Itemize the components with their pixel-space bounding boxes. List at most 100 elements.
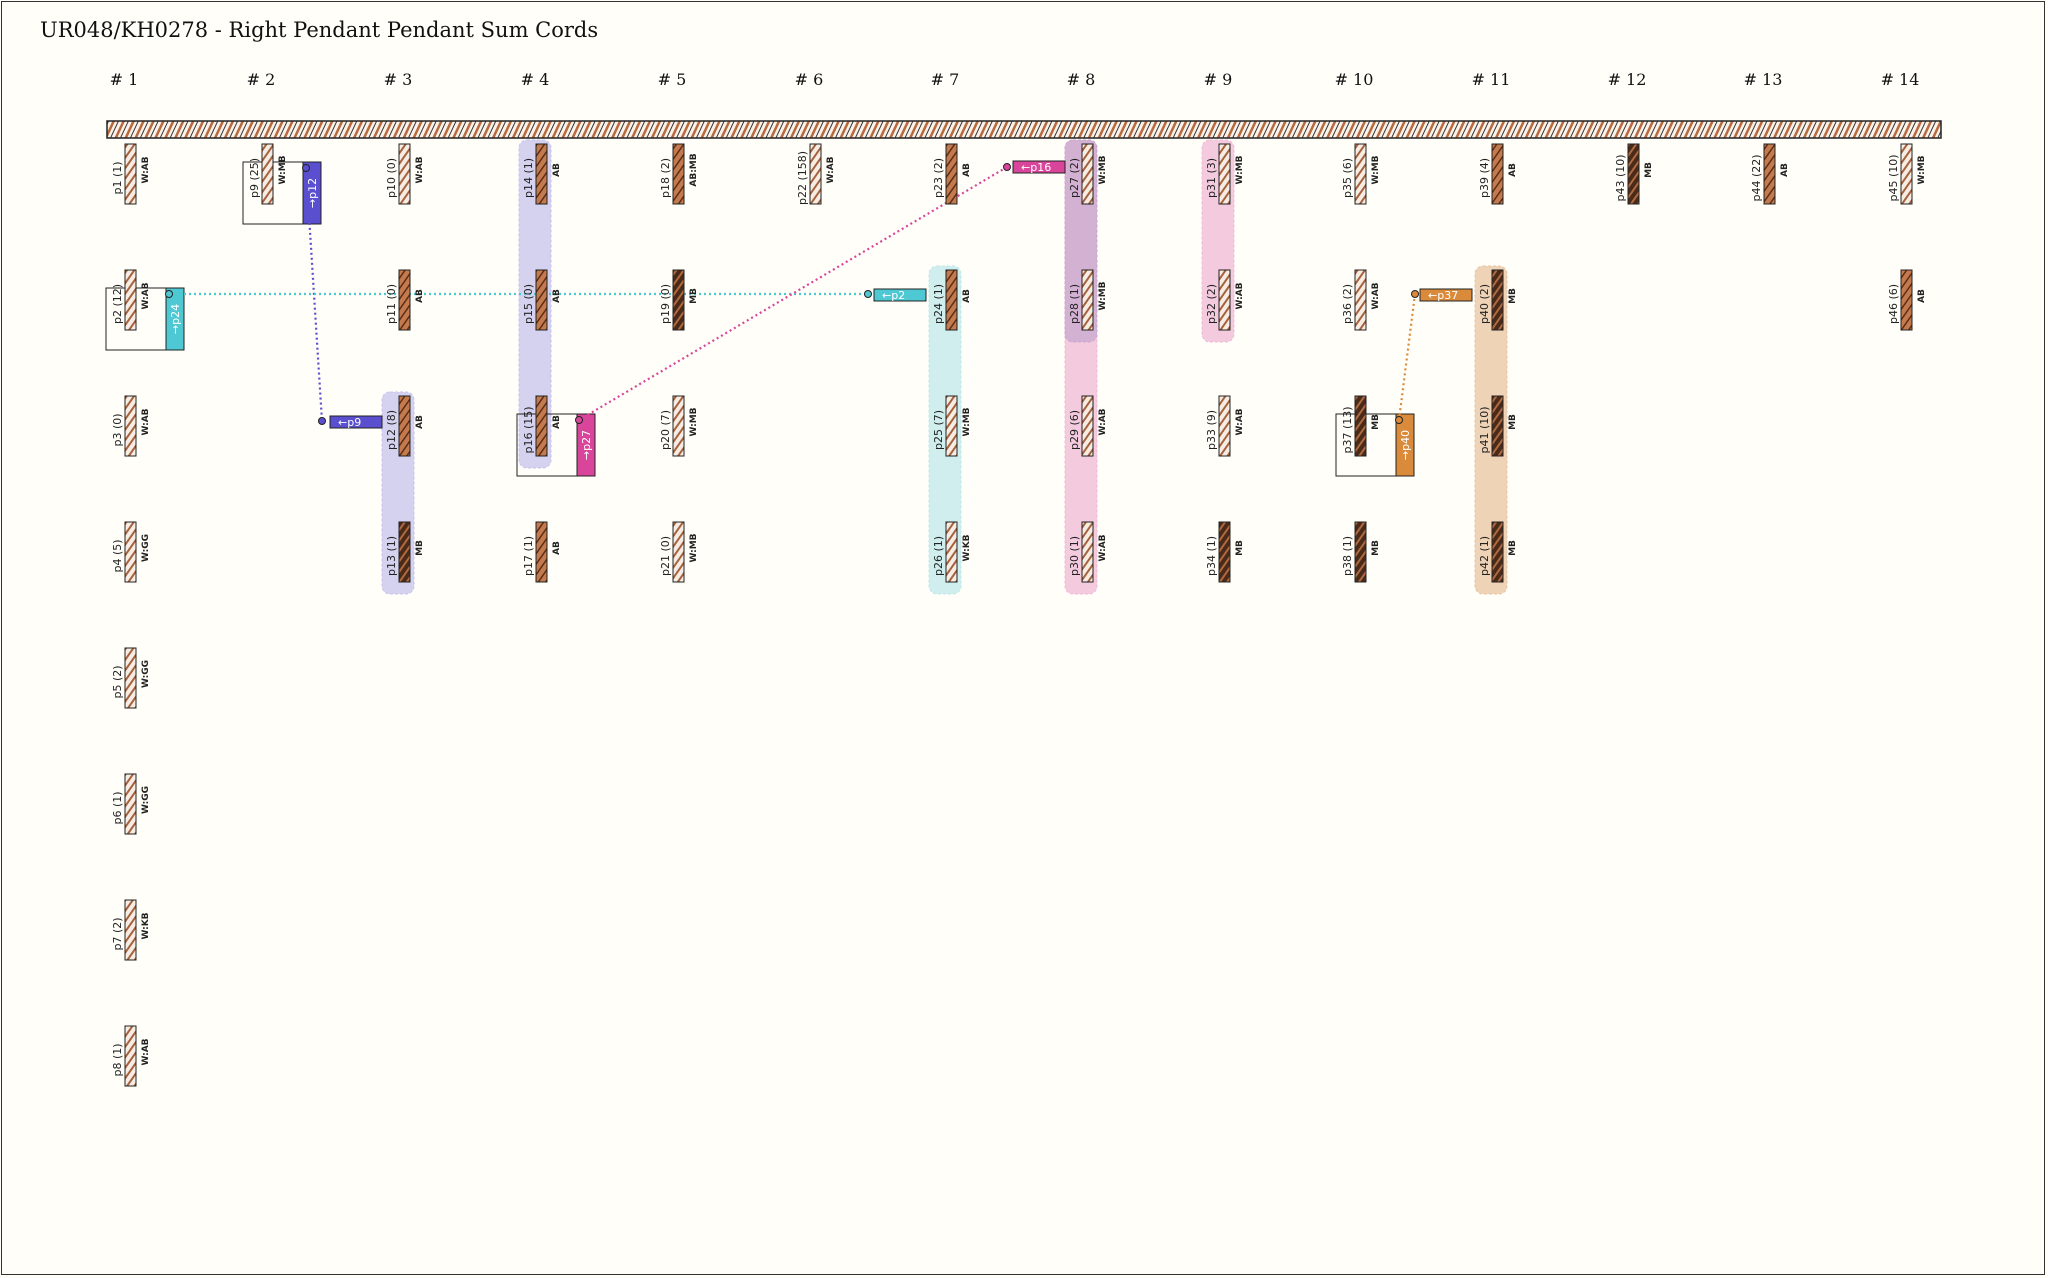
pendant-cord-p14: p14 (1) AB xyxy=(522,143,562,205)
cord-knots xyxy=(1081,143,1094,205)
cord-label: p3 (0) xyxy=(111,413,124,446)
cord-label: p34 (1) xyxy=(1205,536,1218,576)
cord-knots xyxy=(124,269,137,331)
column-header: # 8 xyxy=(1067,70,1096,89)
pendant-cord-p2: p2 (12) W:AB xyxy=(111,269,151,331)
back-tag xyxy=(329,415,383,429)
cord-label: p39 (4) xyxy=(1478,158,1491,198)
cord-knots xyxy=(1081,521,1094,583)
cord-color-tag: MB xyxy=(1235,540,1245,556)
cord-label: p38 (1) xyxy=(1341,536,1354,576)
cord-label: p13 (1) xyxy=(385,536,398,576)
cord-knots xyxy=(124,899,137,961)
cord-color-tag: AB xyxy=(1780,163,1790,177)
pendant-cord-p30: p30 (1) W:AB xyxy=(1068,521,1108,583)
pendant-cord-p6: p6 (1) W:GG xyxy=(111,773,151,835)
cord-color-tag: AB xyxy=(962,289,972,303)
sum-tag-label: →p40 xyxy=(1399,430,1412,460)
page-title: UR048/KH0278 - Right Pendant Pendant Sum… xyxy=(40,18,599,42)
cord-color-tag: W:AB xyxy=(141,1038,151,1065)
pendant-cord-p20: p20 (7) W:MB xyxy=(659,395,699,457)
cord-knots xyxy=(124,521,137,583)
cord-label: p22 (158) xyxy=(796,151,809,205)
pendant-cord-p24: p24 (1) AB xyxy=(932,269,972,331)
cord-label: p26 (1) xyxy=(932,536,945,576)
cord-color-tag: W:MB xyxy=(1098,281,1108,310)
cord-knots xyxy=(672,143,685,205)
cord-knots xyxy=(124,395,137,457)
cord-color-tag: MB xyxy=(1508,414,1518,430)
cord-label: p43 (10) xyxy=(1614,154,1627,201)
cord-label: p23 (2) xyxy=(932,158,945,198)
pendant-cord-p12: p12 (8) AB xyxy=(385,395,425,457)
pendant-cord-p35: p35 (6) W:MB xyxy=(1341,143,1381,205)
cord-label: p33 (9) xyxy=(1205,410,1218,450)
cord-knots xyxy=(1081,395,1094,457)
column-header: # 6 xyxy=(795,70,824,89)
column-header: # 9 xyxy=(1204,70,1233,89)
cord-color-tag: W:AB xyxy=(1098,408,1108,435)
cord-knots xyxy=(124,773,137,835)
cord-color-tag: AB xyxy=(552,289,562,303)
cord-color-tag: W:MB xyxy=(1098,155,1108,184)
pendant-cord-p17: p17 (1) AB xyxy=(522,521,562,583)
cord-label: p24 (1) xyxy=(932,284,945,324)
cord-color-tag: MB xyxy=(1508,288,1518,304)
cord-color-tag: W:KB xyxy=(141,912,151,939)
cord-label: p10 (0) xyxy=(385,158,398,198)
cord-color-tag: W:KB xyxy=(962,534,972,561)
cord-label: p28 (1) xyxy=(1068,284,1081,324)
cord-label: p30 (1) xyxy=(1068,536,1081,576)
column-header: # 13 xyxy=(1744,70,1783,89)
cord-label: p36 (2) xyxy=(1341,284,1354,324)
cord-label: p20 (7) xyxy=(659,410,672,450)
cord-knots xyxy=(1491,395,1504,457)
sum-tag-label: →p27 xyxy=(580,430,593,460)
cord-color-tag: AB xyxy=(1917,289,1927,303)
sum-link: ←p37 xyxy=(1395,288,1473,424)
cord-label: p40 (2) xyxy=(1478,284,1491,324)
pendant-cord-p4: p4 (5) W:GG xyxy=(111,521,151,583)
cord-label: p19 (0) xyxy=(659,284,672,324)
sum-tag-label: →p12 xyxy=(306,178,319,208)
back-tag xyxy=(1419,288,1473,302)
cord-label: p37 (13) xyxy=(1341,406,1354,453)
cord-color-tag: W:MB xyxy=(689,407,699,436)
pendant-cord-p43: p43 (10) MB xyxy=(1614,143,1654,205)
cord-knots xyxy=(945,269,958,331)
cord-knots xyxy=(1354,395,1367,457)
column-header: # 10 xyxy=(1335,70,1374,89)
pendant-cord-p33: p33 (9) W:AB xyxy=(1205,395,1245,457)
cord-label: p6 (1) xyxy=(111,791,124,824)
pendant-cord-p26: p26 (1) W:KB xyxy=(932,521,972,583)
column-header: # 7 xyxy=(931,70,960,89)
pendant-cord-p1: p1 (1) W:AB xyxy=(111,143,151,205)
cord-color-tag: W:AB xyxy=(1098,534,1108,561)
cord-color-tag: W:AB xyxy=(826,156,836,183)
cord-color-tag: W:AB xyxy=(141,408,151,435)
cord-color-tag: AB xyxy=(552,163,562,177)
cord-knots xyxy=(398,143,411,205)
cord-knots xyxy=(398,269,411,331)
pendant-cord-p42: p42 (1) MB xyxy=(1478,521,1518,583)
pendant-cord-p34: p34 (1) MB xyxy=(1205,521,1245,583)
pendant-cord-p19: p19 (0) MB xyxy=(659,269,699,331)
cord-color-tag: MB xyxy=(1508,540,1518,556)
pendant-cord-p9: p9 (25) W:MB xyxy=(248,143,288,205)
cord-label: p42 (1) xyxy=(1478,536,1491,576)
main-cord xyxy=(106,120,1942,139)
pendant-cord-p36: p36 (2) W:AB xyxy=(1341,269,1381,331)
highlight-band xyxy=(518,139,552,469)
cord-knots xyxy=(1354,269,1367,331)
back-tag-label: ←p37 xyxy=(1428,289,1458,302)
cord-label: p31 (3) xyxy=(1205,158,1218,198)
cord-knots xyxy=(398,521,411,583)
pendant-cord-p7: p7 (2) W:KB xyxy=(111,899,151,961)
sum-highlights xyxy=(381,139,1508,595)
column-header: # 1 xyxy=(110,70,139,89)
pendant-cord-p41: p41 (10) MB xyxy=(1478,395,1518,457)
cord-knots xyxy=(535,269,548,331)
cord-label: p25 (7) xyxy=(932,410,945,450)
back-tag xyxy=(873,288,927,302)
cord-knots xyxy=(945,143,958,205)
